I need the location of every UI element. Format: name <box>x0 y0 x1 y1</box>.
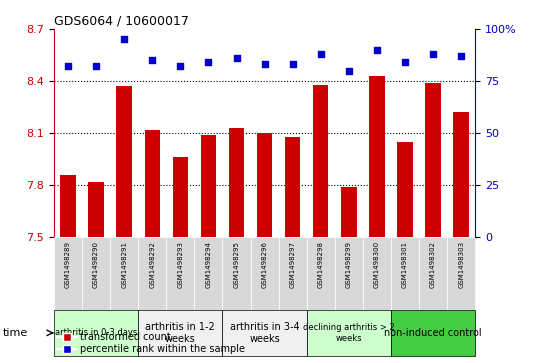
Point <box>260 61 269 67</box>
Bar <box>426 83 441 237</box>
Bar <box>110 237 138 310</box>
Point <box>401 60 409 65</box>
Text: GSM1498301: GSM1498301 <box>402 241 408 288</box>
Bar <box>307 310 391 356</box>
Bar <box>397 142 413 237</box>
Text: GSM1498294: GSM1498294 <box>205 241 212 287</box>
Legend: transformed count, percentile rank within the sample: transformed count, percentile rank withi… <box>53 329 248 358</box>
Bar <box>257 133 272 237</box>
Bar <box>285 136 300 237</box>
Bar <box>307 237 335 310</box>
Bar <box>447 237 475 310</box>
Bar <box>54 310 138 356</box>
Text: GSM1498300: GSM1498300 <box>374 241 380 288</box>
Point <box>148 57 157 63</box>
Point <box>120 37 129 42</box>
Bar <box>229 128 244 237</box>
Bar <box>341 187 356 237</box>
Point <box>316 51 325 57</box>
Point <box>64 64 72 69</box>
Point <box>373 47 381 53</box>
Bar <box>173 158 188 237</box>
Bar <box>138 310 222 356</box>
Bar <box>145 130 160 237</box>
Bar <box>117 86 132 237</box>
Bar <box>54 237 82 310</box>
Point <box>176 64 185 69</box>
Point <box>429 51 437 57</box>
Text: GSM1498293: GSM1498293 <box>177 241 184 288</box>
Text: GSM1498291: GSM1498291 <box>121 241 127 288</box>
Bar <box>89 182 104 237</box>
Text: GSM1498298: GSM1498298 <box>318 241 324 288</box>
Point <box>92 64 100 69</box>
Bar <box>222 310 307 356</box>
Text: declining arthritis > 2
weeks: declining arthritis > 2 weeks <box>303 323 395 343</box>
Text: GSM1498295: GSM1498295 <box>233 241 240 287</box>
Text: arthritis in 3-4
weeks: arthritis in 3-4 weeks <box>230 322 299 344</box>
Text: GSM1498303: GSM1498303 <box>458 241 464 288</box>
Point <box>288 61 297 67</box>
Text: GSM1498289: GSM1498289 <box>65 241 71 288</box>
Text: GDS6064 / 10600017: GDS6064 / 10600017 <box>54 15 189 28</box>
Bar <box>222 237 251 310</box>
Bar <box>391 237 419 310</box>
Bar <box>251 237 279 310</box>
Text: GSM1498296: GSM1498296 <box>261 241 268 288</box>
Bar <box>60 175 76 237</box>
Text: GSM1498297: GSM1498297 <box>289 241 296 288</box>
Bar <box>166 237 194 310</box>
Bar <box>194 237 222 310</box>
Bar <box>82 237 110 310</box>
Bar <box>279 237 307 310</box>
Bar <box>201 135 216 237</box>
Text: GSM1498302: GSM1498302 <box>430 241 436 288</box>
Bar <box>454 112 469 237</box>
Point <box>204 60 213 65</box>
Bar <box>369 76 384 237</box>
Text: GSM1498292: GSM1498292 <box>149 241 156 287</box>
Bar <box>419 237 447 310</box>
Bar <box>138 237 166 310</box>
Point <box>345 68 353 74</box>
Text: arthritis in 1-2
weeks: arthritis in 1-2 weeks <box>145 322 215 344</box>
Text: arthritis in 0-3 days: arthritis in 0-3 days <box>55 329 137 337</box>
Text: time: time <box>3 328 28 338</box>
Bar <box>313 85 328 237</box>
Point <box>457 53 465 59</box>
Bar <box>335 237 363 310</box>
Point <box>232 55 241 61</box>
Bar <box>363 237 391 310</box>
Text: non-induced control: non-induced control <box>384 328 482 338</box>
Text: GSM1498290: GSM1498290 <box>93 241 99 288</box>
Text: GSM1498299: GSM1498299 <box>346 241 352 288</box>
Bar <box>391 310 475 356</box>
